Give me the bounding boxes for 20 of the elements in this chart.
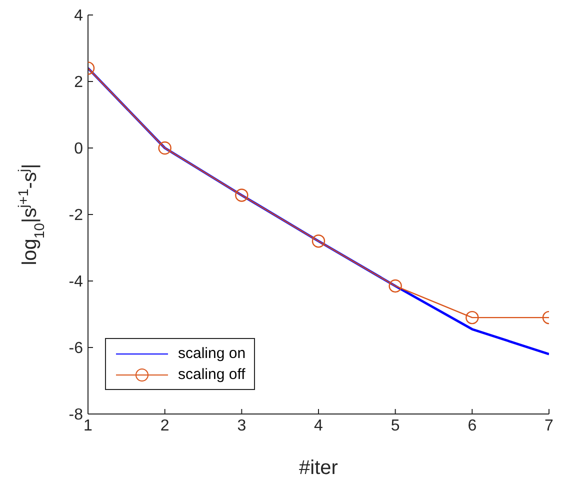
x-axis-title: #iter (299, 457, 338, 479)
y-tick-label: 0 (74, 140, 84, 158)
x-tick-label: 5 (390, 417, 400, 434)
x-tick-label: 6 (468, 417, 477, 434)
y-tick-label: -2 (68, 207, 84, 224)
legend-label: scaling off (178, 366, 246, 383)
x-tick-label: 1 (84, 417, 93, 434)
x-tick-label: 7 (544, 417, 554, 434)
y-tick-label: 4 (74, 8, 84, 25)
point (388, 279, 402, 293)
point (312, 234, 326, 248)
y-tick-label: 2 (74, 74, 84, 92)
x-tick-label: 4 (314, 417, 324, 434)
y-tick-label: -8 (68, 406, 84, 424)
point (235, 188, 248, 202)
x-tick-label: 3 (237, 417, 246, 434)
x-tick-label: 2 (160, 417, 170, 434)
y-tick-label: -6 (68, 340, 84, 358)
y-tick-label: -4 (68, 274, 84, 291)
legend-label: scaling on (178, 345, 246, 362)
